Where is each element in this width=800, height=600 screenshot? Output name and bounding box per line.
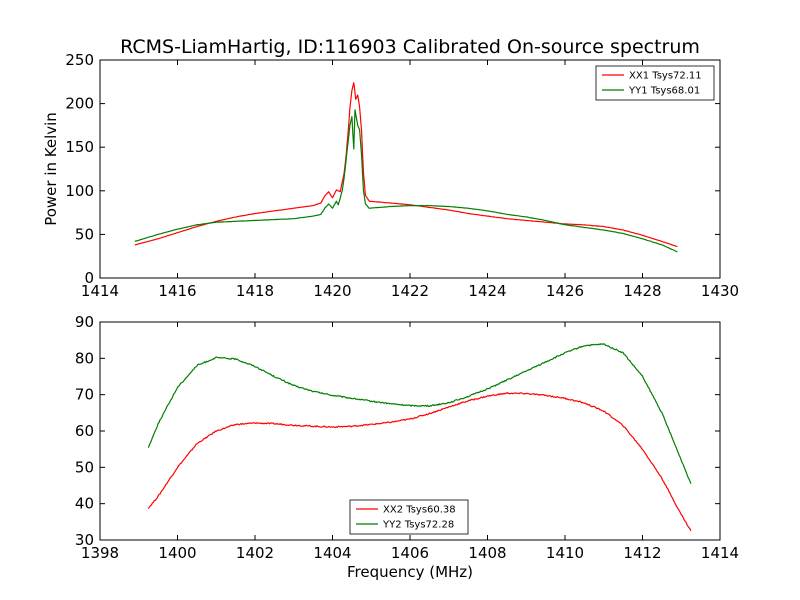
top-plot-legend: XX1 Tsys72.11 YY1 Tsys68.01 (595, 65, 715, 101)
top-series-line-2 (134, 109, 678, 253)
bottom-y-tick-label: 30 (75, 531, 94, 549)
top-series-line-1 (134, 82, 678, 248)
bottom-y-tick-label: 90 (75, 313, 94, 331)
bottom-plot-x-axis-label: Frequency (MHz) (347, 563, 473, 581)
top-legend-label-1: XX1 Tsys72.11 (629, 71, 702, 82)
top-y-tick-label: 250 (65, 51, 94, 69)
figure-title: RCMS-LiamHartig, ID:116903 Calibrated On… (120, 36, 700, 58)
bottom-x-tick-label: 1404 (313, 544, 351, 562)
bottom-y-tick-label: 50 (75, 458, 94, 476)
bottom-legend-label-2: YY2 Tsys72.28 (382, 520, 454, 531)
top-plot-y-axis-label: Power in Kelvin (42, 112, 60, 226)
top-plot-ticks: 1414 1416 1418 1420 1422 1424 1426 1428 1430 0 50 1… (65, 51, 739, 300)
top-plot-axes: 1414 1416 1418 1420 1422 1424 1426 1428 1430 0 50 1… (42, 51, 739, 300)
bottom-y-tick-label: 80 (75, 349, 94, 367)
bottom-x-tick-label: 1414 (701, 544, 739, 562)
top-x-tick-label: 1414 (81, 282, 119, 300)
bottom-x-tick-label: 1400 (158, 544, 196, 562)
bottom-series-line-2 (147, 343, 692, 484)
bottom-series-line-1 (147, 392, 692, 532)
bottom-x-tick-label: 1412 (623, 544, 661, 562)
bottom-x-tick-label: 1398 (81, 544, 119, 562)
bottom-x-tick-label: 1406 (391, 544, 429, 562)
bottom-plot-lines (147, 343, 692, 532)
bottom-y-tick-label: 70 (75, 386, 94, 404)
bottom-legend-box (349, 499, 469, 535)
bottom-x-tick-label: 1410 (546, 544, 584, 562)
bottom-y-tick-label: 40 (75, 495, 94, 513)
top-y-tick-label: 200 (65, 95, 94, 113)
bottom-x-tick-label: 1402 (236, 544, 274, 562)
bottom-plot-legend: XX2 Tsys60.38 YY2 Tsys72.28 (349, 499, 469, 535)
bottom-y-tick-label: 60 (75, 422, 94, 440)
top-x-tick-label: 1426 (546, 282, 584, 300)
top-x-tick-label: 1428 (623, 282, 661, 300)
bottom-plot-ticks: 1398 1400 1402 1404 1406 1408 1410 1412 1414 30 40… (75, 313, 739, 562)
bottom-legend-label-1: XX2 Tsys60.38 (383, 505, 456, 516)
bottom-plot-axes: 1398 1400 1402 1404 1406 1408 1410 1412 1414 30 40… (75, 313, 739, 581)
top-y-tick-label: 50 (75, 225, 94, 243)
top-x-tick-label: 1416 (158, 282, 196, 300)
top-x-tick-label: 1420 (313, 282, 351, 300)
top-legend-box (595, 65, 715, 101)
bottom-x-tick-label: 1408 (468, 544, 506, 562)
top-legend-label-2: YY1 Tsys68.01 (628, 86, 700, 97)
top-y-tick-label: 150 (65, 138, 94, 156)
top-y-tick-label: 100 (65, 182, 94, 200)
top-plot-lines (134, 82, 678, 253)
top-x-tick-label: 1418 (236, 282, 274, 300)
top-x-tick-label: 1430 (701, 282, 739, 300)
top-y-tick-label: 0 (84, 269, 94, 287)
top-x-tick-label: 1424 (468, 282, 506, 300)
top-x-tick-label: 1422 (391, 282, 429, 300)
